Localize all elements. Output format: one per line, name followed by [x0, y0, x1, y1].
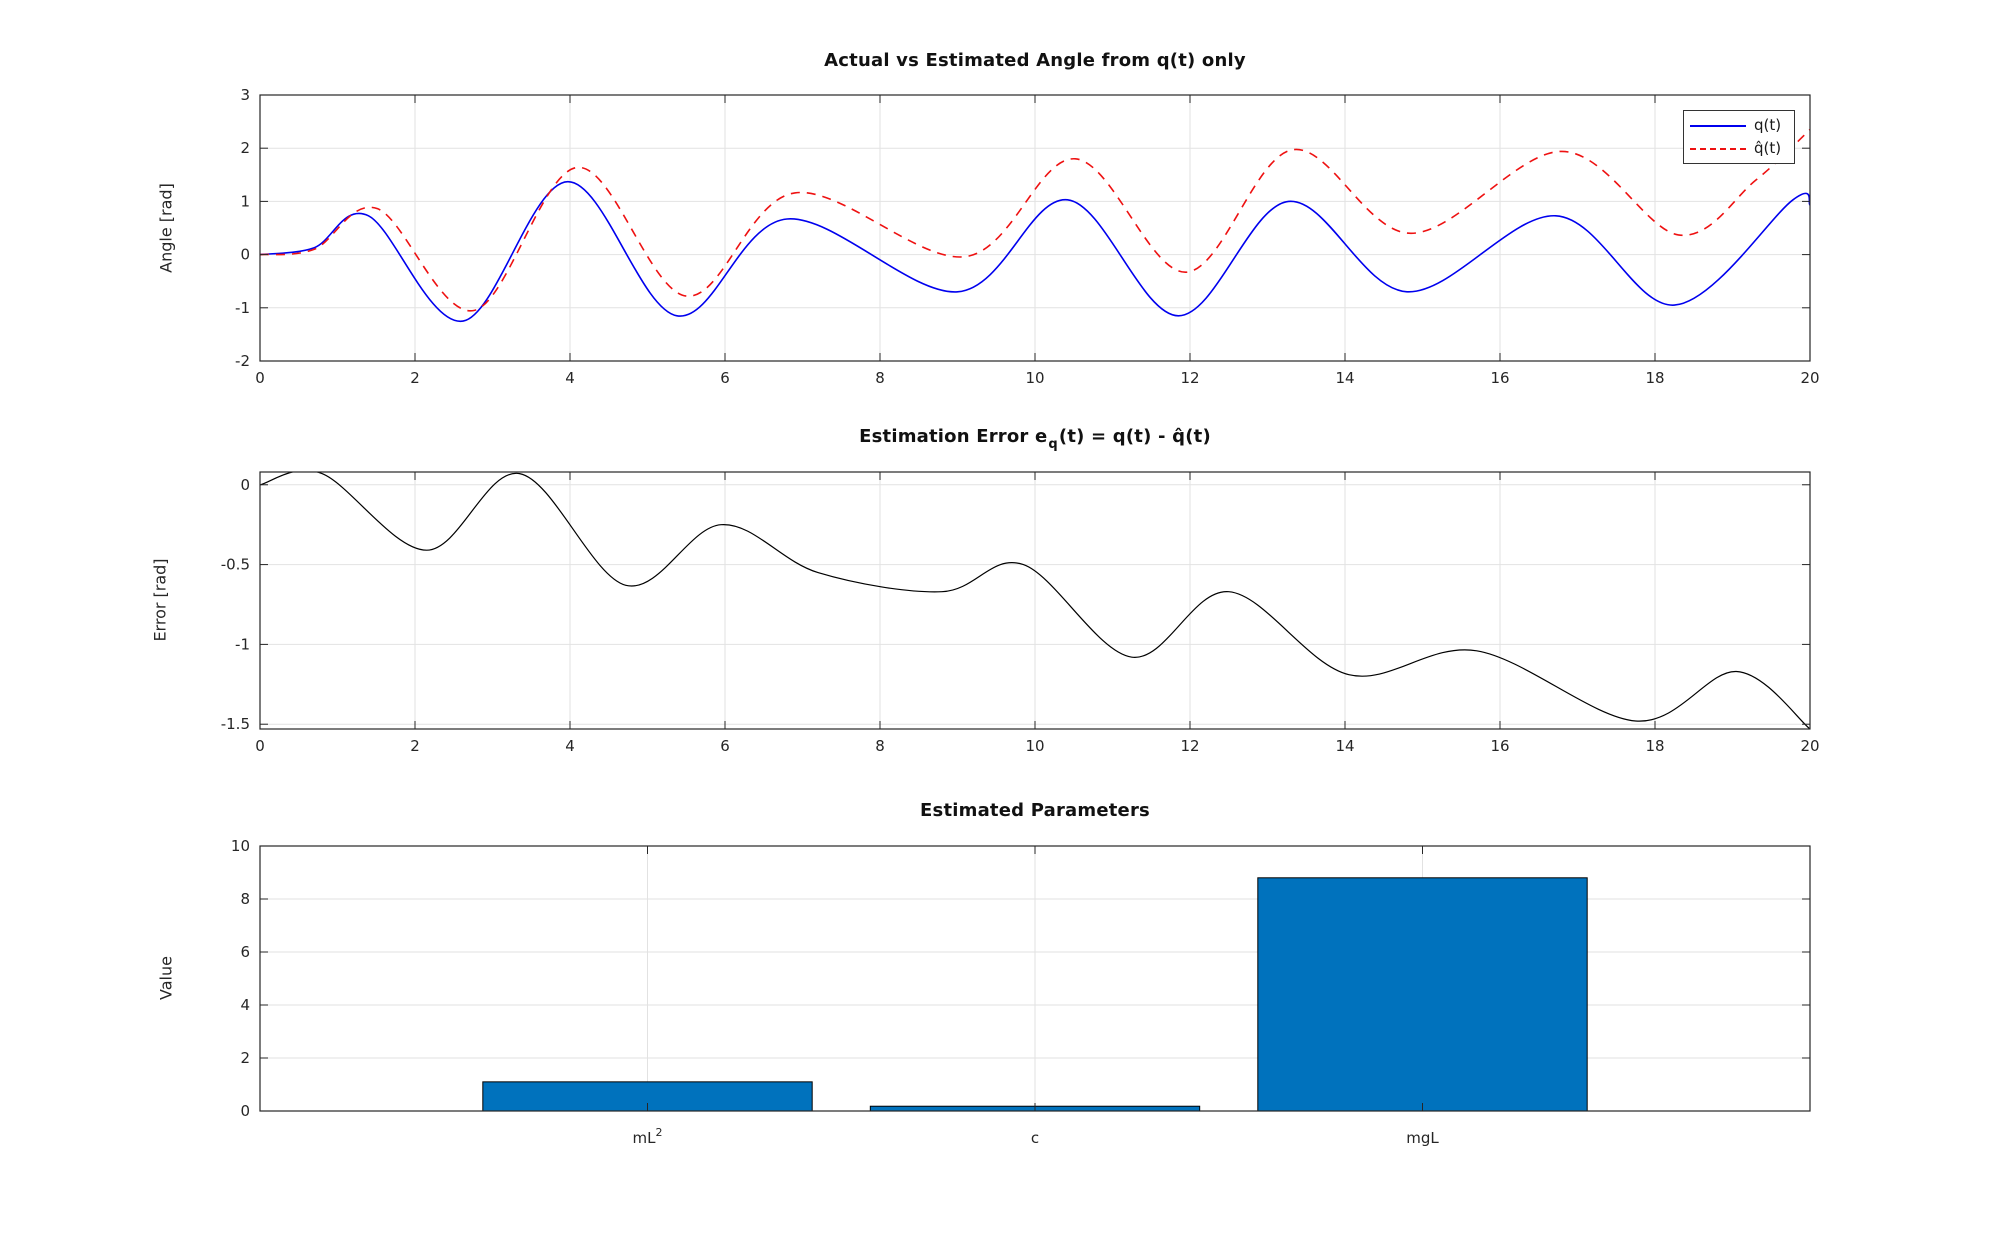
y-tick-label: 2: [240, 1049, 250, 1067]
x-tick-label: 20: [1800, 369, 1819, 387]
y-tick-label: -1.5: [221, 715, 250, 733]
y-tick-label: -0.5: [221, 556, 250, 574]
legend-item-q: q(t): [1690, 115, 1788, 137]
x-tick-label: 2: [410, 737, 420, 755]
angle-plot-title: Actual vs Estimated Angle from q(t) only: [824, 50, 1246, 71]
error-title-subscript: q: [1048, 437, 1058, 452]
angle-plot-ylabel: Angle [rad]: [156, 183, 176, 273]
x-tick-label: 16: [1490, 369, 1509, 387]
y-tick-label: -1: [235, 635, 250, 653]
series-line-1: [260, 129, 1810, 312]
y-tick-label: 4: [240, 996, 250, 1014]
x-tick-label: 12: [1180, 369, 1199, 387]
legend-line-solid-blue: [1690, 124, 1746, 127]
x-tick-label: 2: [410, 369, 420, 387]
error-plot-ylabel: Error [rad]: [150, 558, 170, 642]
x-tick-label: 8: [875, 369, 885, 387]
y-tick-label: 0: [240, 476, 250, 494]
y-tick-label: 1: [240, 192, 250, 210]
y-tick-label: 6: [240, 943, 250, 961]
x-tick-label: 10: [1025, 369, 1044, 387]
x-tick-label: 18: [1645, 737, 1664, 755]
x-tick-label: 0: [255, 737, 265, 755]
error-title-post: (t) = q(t) - q̂(t): [1058, 426, 1211, 447]
x-tick-label: 0: [255, 369, 265, 387]
legend-label-qhat: q̂(t): [1754, 139, 1782, 157]
x-tick-label: 6: [720, 369, 730, 387]
y-tick-label: -2: [235, 352, 250, 370]
legend-label-q: q(t): [1754, 116, 1782, 134]
axes-border: [259, 845, 1811, 1112]
y-tick-label: 0: [240, 246, 250, 264]
x-tick-label: 4: [565, 737, 575, 755]
error-title-pre: Estimation Error e: [859, 426, 1048, 447]
category-label-1: c: [1031, 1129, 1039, 1147]
category-label-0: mL2: [633, 1126, 663, 1147]
error-plot-title: Estimation Error eq(t) = q(t) - q̂(t): [260, 426, 1810, 452]
x-tick-label: 8: [875, 737, 885, 755]
category-label-2: mgL: [1406, 1129, 1439, 1147]
legend-line-dashed-red: [1690, 147, 1746, 150]
parameters-plot-title: Estimated Parameters: [920, 800, 1150, 821]
x-tick-label: 14: [1335, 369, 1354, 387]
x-tick-label: 12: [1180, 737, 1199, 755]
error-plot: 0 2 4 6 8 10 12 14 16 18 20 0 -0.5 -1 -1.5: [221, 471, 1820, 755]
x-tick-label: 18: [1645, 369, 1664, 387]
series-line-0: [260, 472, 1810, 729]
x-tick-label: 16: [1490, 737, 1509, 755]
y-tick-label: 2: [240, 139, 250, 157]
legend: q(t) q̂(t): [1683, 110, 1795, 164]
y-tick-label: 8: [240, 890, 250, 908]
legend-item-qhat: q̂(t): [1690, 138, 1788, 160]
bar-2: [1257, 877, 1588, 1112]
parameters-plot: 0 2 4 6 8 10 mL2 c mgL: [231, 837, 1811, 1147]
y-tick-label: 3: [240, 86, 250, 104]
parameters-plot-ylabel: Value: [156, 956, 176, 1000]
x-tick-label: 4: [565, 369, 575, 387]
y-tick-label: -1: [235, 299, 250, 317]
axes-border: [259, 94, 1811, 362]
y-tick-label: 0: [240, 1102, 250, 1120]
y-tick-label: 10: [231, 837, 250, 855]
x-tick-label: 14: [1335, 737, 1354, 755]
series-line-0: [260, 180, 1810, 322]
x-tick-label: 20: [1800, 737, 1819, 755]
axes-border: [259, 471, 1811, 730]
x-tick-label: 6: [720, 737, 730, 755]
x-tick-label: 10: [1025, 737, 1044, 755]
